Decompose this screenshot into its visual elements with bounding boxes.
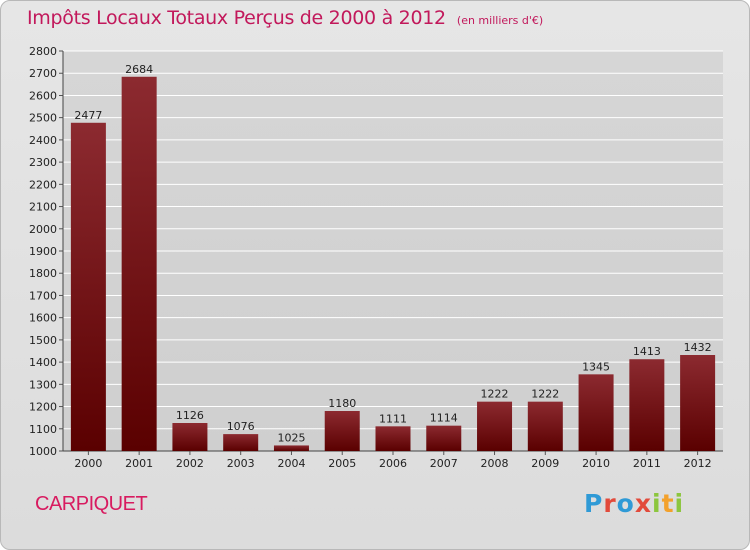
x-tick-label: 2011 bbox=[633, 457, 661, 470]
logo-letter: t bbox=[661, 489, 675, 518]
bar bbox=[324, 411, 360, 451]
x-tick-label: 2003 bbox=[227, 457, 255, 470]
bar bbox=[426, 425, 462, 451]
data-label: 1345 bbox=[582, 360, 610, 373]
bar bbox=[121, 76, 157, 452]
x-tick-label: 2006 bbox=[379, 457, 407, 470]
logo-letter: i bbox=[674, 489, 685, 518]
y-tick-label: 2100 bbox=[29, 201, 57, 214]
bar bbox=[273, 445, 309, 451]
y-tick-label: 2200 bbox=[29, 178, 57, 191]
x-tick-label: 2008 bbox=[481, 457, 509, 470]
bar bbox=[172, 423, 208, 451]
y-tick-label: 1900 bbox=[29, 245, 57, 258]
chart-title: Impôts Locaux Totaux Perçus de 2000 à 20… bbox=[27, 7, 446, 29]
commune-name: CARPIQUET bbox=[35, 493, 148, 515]
bar bbox=[680, 355, 716, 451]
y-tick-label: 1300 bbox=[29, 378, 57, 391]
bar bbox=[527, 401, 563, 451]
y-tick-label: 2000 bbox=[29, 223, 57, 236]
bar bbox=[223, 434, 259, 451]
x-tick-label: 2004 bbox=[277, 457, 305, 470]
y-tick-label: 1100 bbox=[29, 423, 57, 436]
logo-letter: i bbox=[652, 489, 662, 518]
x-tick-label: 2000 bbox=[74, 457, 102, 470]
data-label: 1222 bbox=[531, 388, 559, 401]
bar bbox=[477, 401, 513, 451]
data-label: 1413 bbox=[633, 345, 661, 358]
bar bbox=[578, 374, 614, 451]
proxiti-logo: Proxiti bbox=[584, 489, 684, 518]
y-tick-label: 1000 bbox=[29, 445, 57, 458]
x-tick-label: 2002 bbox=[176, 457, 204, 470]
data-label: 2477 bbox=[74, 109, 102, 122]
logo-letter: o bbox=[616, 489, 635, 518]
x-tick-label: 2007 bbox=[430, 457, 458, 470]
title-row: Impôts Locaux Totaux Perçus de 2000 à 20… bbox=[27, 7, 543, 29]
data-label: 1432 bbox=[684, 341, 712, 354]
y-tick-label: 1500 bbox=[29, 334, 57, 347]
bar bbox=[629, 359, 665, 451]
data-label: 1180 bbox=[328, 397, 356, 410]
x-tick-label: 2010 bbox=[582, 457, 610, 470]
bar bbox=[375, 426, 411, 451]
data-label: 2684 bbox=[125, 63, 153, 76]
data-label: 1114 bbox=[430, 412, 458, 425]
data-label: 1222 bbox=[481, 388, 509, 401]
data-label: 1111 bbox=[379, 412, 407, 425]
x-tick-label: 2009 bbox=[531, 457, 559, 470]
y-tick-label: 1800 bbox=[29, 267, 57, 280]
data-label: 1126 bbox=[176, 409, 204, 422]
logo-letter: x bbox=[634, 489, 652, 518]
y-tick-label: 1600 bbox=[29, 312, 57, 325]
y-tick-label: 2600 bbox=[29, 89, 57, 102]
logo-letter: r bbox=[603, 489, 617, 518]
x-tick-label: 2012 bbox=[684, 457, 712, 470]
bar bbox=[70, 122, 106, 452]
y-tick-label: 1700 bbox=[29, 289, 57, 302]
x-tick-label: 2001 bbox=[125, 457, 153, 470]
y-tick-label: 1200 bbox=[29, 401, 57, 414]
chart-subtitle: (en milliers d'€) bbox=[456, 14, 544, 27]
y-tick-label: 2500 bbox=[29, 112, 57, 125]
y-tick-label: 2700 bbox=[29, 67, 57, 80]
y-tick-label: 2800 bbox=[29, 45, 57, 58]
y-tick-label: 1400 bbox=[29, 356, 57, 369]
data-label: 1076 bbox=[227, 420, 255, 433]
y-tick-label: 2300 bbox=[29, 156, 57, 169]
data-label: 1025 bbox=[277, 431, 305, 444]
logo-letter: P bbox=[584, 489, 604, 518]
y-tick-label: 2400 bbox=[29, 134, 57, 147]
x-tick-label: 2005 bbox=[328, 457, 356, 470]
